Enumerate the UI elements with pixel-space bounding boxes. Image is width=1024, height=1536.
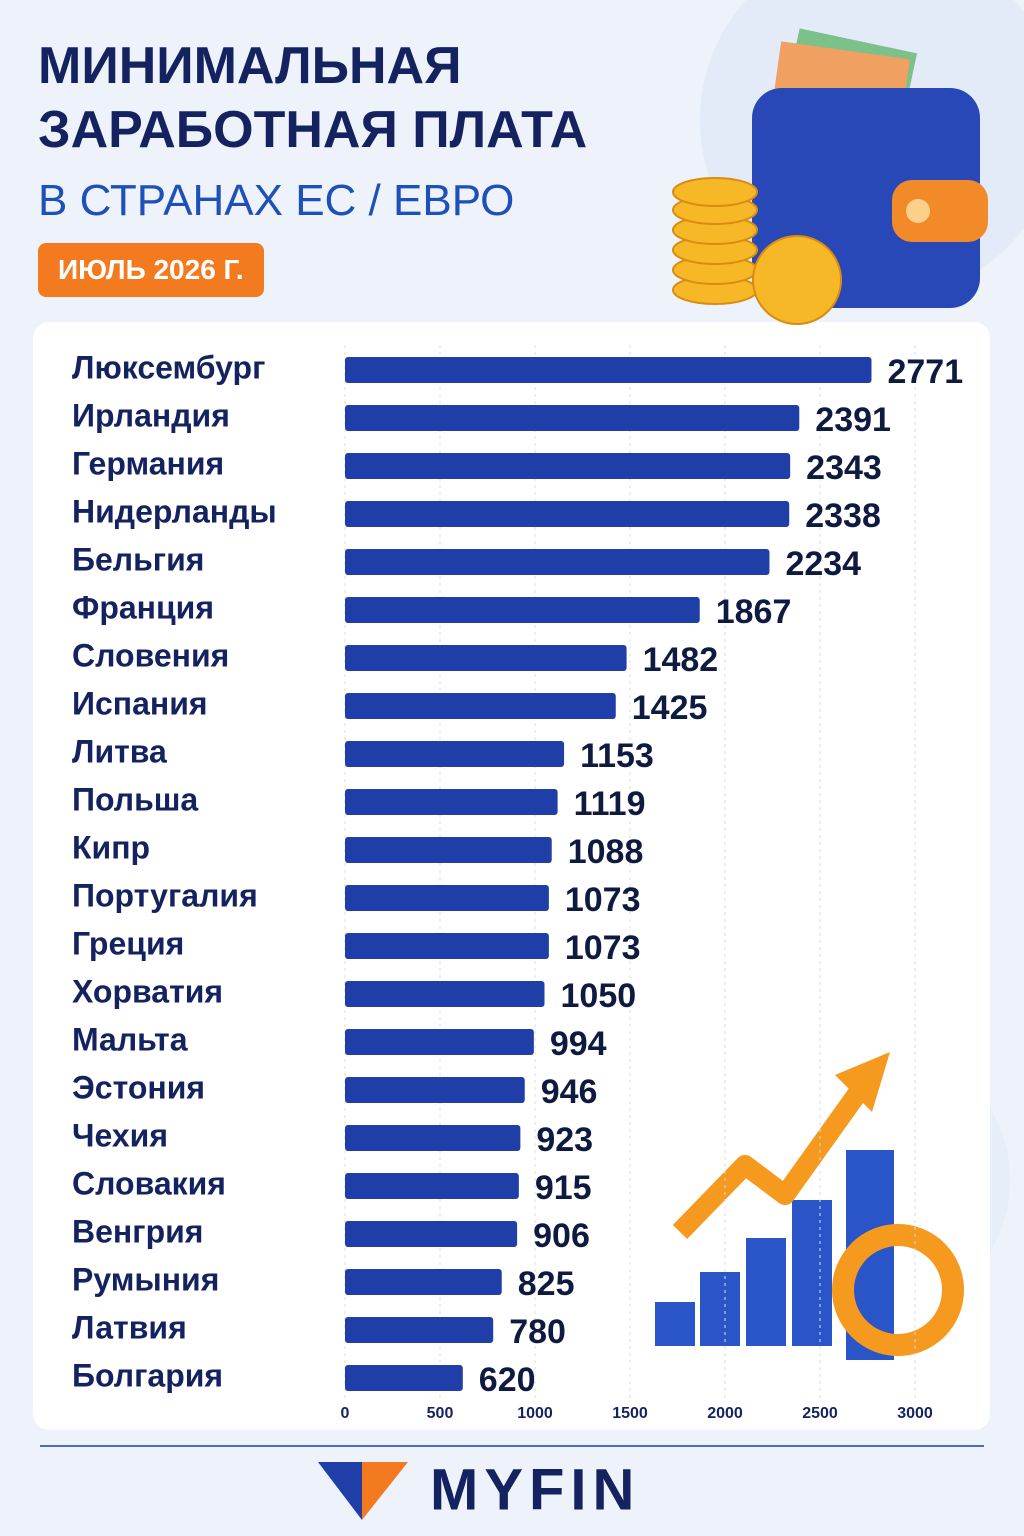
value-label: 994	[550, 1025, 607, 1063]
value-label: 2234	[785, 545, 861, 583]
value-label: 1119	[574, 785, 646, 823]
value-label: 1153	[580, 737, 654, 775]
value-label: 906	[533, 1217, 590, 1255]
chart-title: МИНИМАЛЬНАЯ ЗАРАБОТНАЯ ПЛАТА	[38, 37, 588, 159]
bar	[345, 1173, 519, 1199]
bar	[345, 1269, 502, 1295]
value-label: 915	[535, 1169, 592, 1207]
logo-text: MYFIN	[430, 1457, 640, 1522]
bar	[345, 1221, 518, 1247]
value-label: 1073	[565, 881, 641, 919]
bar	[345, 405, 800, 431]
bar	[345, 693, 616, 719]
bar	[345, 1317, 494, 1343]
category-label: Португалия	[72, 877, 258, 913]
category-label: Польша	[72, 781, 198, 817]
category-label: Греция	[72, 925, 184, 961]
value-label: 1088	[568, 833, 644, 871]
category-label: Испания	[72, 685, 208, 721]
x-tick-label: 2500	[802, 1405, 838, 1422]
logo-mark	[318, 1462, 362, 1520]
category-label: Ирландия	[72, 397, 230, 433]
value-label: 923	[536, 1121, 593, 1159]
bar	[345, 549, 770, 575]
bar	[345, 933, 549, 959]
bar	[345, 741, 565, 767]
value-label: 620	[479, 1361, 536, 1399]
wallet-illustration	[672, 28, 988, 325]
bar	[345, 837, 552, 863]
x-tick-label: 0	[341, 1405, 350, 1422]
category-label: Нидерланды	[72, 493, 277, 529]
value-label: 1867	[716, 593, 792, 631]
category-label: Венгрия	[72, 1213, 203, 1249]
bar	[345, 1125, 521, 1151]
category-label: Литва	[72, 733, 167, 769]
category-label: Словакия	[72, 1165, 226, 1201]
category-label: Германия	[72, 445, 224, 481]
category-label: Эстония	[72, 1069, 205, 1105]
category-label: Мальта	[72, 1021, 188, 1057]
bar	[345, 501, 790, 527]
x-tick-label: 1500	[612, 1405, 648, 1422]
bar	[345, 597, 700, 623]
category-label: Румыния	[72, 1261, 219, 1297]
bar	[345, 789, 558, 815]
chart-subtitle: В СТРАНАХ ЕС / ЕВРО	[38, 176, 515, 225]
value-label: 780	[509, 1313, 566, 1351]
category-label: Бельгия	[72, 541, 204, 577]
category-label: Хорватия	[72, 973, 223, 1009]
category-label: Франция	[72, 589, 214, 625]
value-label: 1482	[643, 641, 719, 679]
category-label: Словения	[72, 637, 229, 673]
category-label: Кипр	[72, 829, 150, 865]
bar	[345, 1365, 463, 1391]
bar	[345, 885, 549, 911]
x-tick-label: 3000	[897, 1405, 933, 1422]
value-label: 2391	[815, 401, 891, 439]
value-label: 1050	[561, 977, 637, 1015]
growth-illustration	[655, 1052, 964, 1360]
bar	[345, 357, 872, 383]
value-label: 2771	[887, 353, 963, 391]
date-badge: ИЮЛЬ 2026 Г.	[38, 243, 264, 297]
value-label: 2338	[805, 497, 881, 535]
category-label: Чехия	[72, 1117, 168, 1153]
x-tick-label: 2000	[707, 1405, 743, 1422]
bar	[345, 1077, 525, 1103]
value-label: 825	[518, 1265, 575, 1303]
value-label: 1073	[565, 929, 641, 967]
x-tick-label: 500	[427, 1405, 454, 1422]
category-label: Болгария	[72, 1357, 223, 1393]
category-label: Латвия	[72, 1309, 187, 1345]
value-label: 2343	[806, 449, 882, 487]
bar	[345, 981, 545, 1007]
logo-mark	[362, 1462, 408, 1520]
bar	[345, 645, 627, 671]
bar	[345, 1029, 534, 1055]
value-label: 1425	[632, 689, 708, 727]
x-tick-label: 1000	[517, 1405, 553, 1422]
bar	[345, 453, 791, 479]
category-label: Люксембург	[72, 349, 265, 385]
card	[33, 322, 990, 1430]
value-label: 946	[541, 1073, 598, 1111]
